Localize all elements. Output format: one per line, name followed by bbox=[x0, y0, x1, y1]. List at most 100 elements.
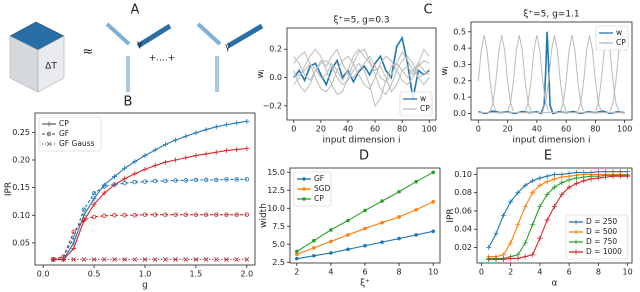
y-tick-label: 0.1 bbox=[453, 93, 466, 102]
marker bbox=[112, 257, 117, 262]
marker bbox=[302, 187, 306, 191]
approx-sign: ≈ bbox=[83, 45, 94, 60]
marker bbox=[61, 257, 66, 262]
y-tick-label: 10.0 bbox=[267, 204, 285, 213]
factor-bar bbox=[136, 23, 172, 49]
marker bbox=[295, 249, 299, 254]
marker bbox=[493, 231, 499, 237]
panel-label: E bbox=[544, 149, 552, 164]
y-axis-title-sub: i bbox=[443, 66, 450, 68]
marker bbox=[224, 212, 229, 217]
marker bbox=[162, 159, 168, 165]
marker bbox=[515, 255, 521, 261]
marker bbox=[132, 159, 138, 165]
x-tick-label: 100 bbox=[422, 125, 437, 134]
marker bbox=[508, 199, 514, 205]
marker bbox=[573, 249, 579, 255]
marker bbox=[312, 246, 316, 250]
marker bbox=[522, 240, 528, 246]
marker bbox=[625, 173, 631, 179]
marker bbox=[162, 142, 168, 148]
y-tick-label: 12.5 bbox=[267, 186, 285, 195]
x-tick-label: 100 bbox=[617, 125, 632, 134]
marker bbox=[183, 178, 188, 183]
marker bbox=[414, 179, 418, 184]
marker bbox=[102, 184, 107, 189]
marker bbox=[193, 130, 199, 136]
marker bbox=[530, 178, 536, 184]
marker bbox=[152, 147, 158, 153]
cube-label: ΔT bbox=[45, 62, 57, 72]
x-tick-label: 0.5 bbox=[88, 270, 101, 279]
marker bbox=[573, 175, 579, 181]
x-tick-label: 40 bbox=[532, 125, 542, 134]
marker bbox=[363, 226, 367, 231]
marker bbox=[142, 212, 148, 217]
marker bbox=[537, 175, 543, 181]
marker bbox=[552, 176, 557, 182]
marker bbox=[91, 257, 97, 262]
marker bbox=[522, 182, 528, 188]
marker bbox=[544, 179, 550, 185]
x-tick-label: 10 bbox=[623, 268, 633, 277]
x-tick-label: 2 bbox=[294, 268, 299, 277]
marker bbox=[203, 257, 209, 262]
panel-label: A bbox=[131, 3, 140, 18]
series-line bbox=[53, 120, 247, 261]
x-tick-label: 40 bbox=[343, 125, 353, 134]
marker bbox=[183, 212, 188, 217]
x-tick-label: 1.0 bbox=[139, 270, 152, 279]
marker bbox=[122, 180, 127, 186]
marker bbox=[537, 182, 543, 188]
legend-label: GF Gauss bbox=[59, 139, 95, 148]
marker bbox=[244, 257, 250, 262]
marker bbox=[122, 176, 128, 182]
marker bbox=[71, 229, 76, 235]
marker bbox=[224, 177, 229, 182]
marker bbox=[573, 219, 579, 225]
marker bbox=[610, 173, 616, 179]
factor-label: γ bbox=[137, 40, 143, 50]
x-tick-label: 0 bbox=[479, 268, 484, 277]
marker bbox=[295, 256, 299, 261]
marker bbox=[142, 179, 148, 184]
y-tick-label: 0.06 bbox=[454, 206, 472, 215]
series-line bbox=[524, 34, 550, 112]
series-line bbox=[293, 48, 430, 96]
marker bbox=[486, 244, 492, 250]
marker bbox=[515, 190, 521, 196]
marker bbox=[302, 177, 306, 181]
marker bbox=[544, 191, 550, 197]
marker bbox=[493, 256, 499, 262]
marker bbox=[132, 179, 138, 185]
marker bbox=[346, 247, 350, 252]
marker bbox=[234, 212, 239, 217]
marker bbox=[213, 149, 219, 155]
marker bbox=[101, 190, 107, 196]
factor-bar bbox=[196, 22, 222, 46]
marker bbox=[91, 201, 97, 207]
y-tick-label: 0.10 bbox=[454, 170, 472, 179]
series-line bbox=[489, 34, 514, 112]
marker bbox=[193, 153, 199, 159]
marker bbox=[530, 222, 536, 228]
marker bbox=[214, 257, 219, 262]
y-tick-label: 0.5 bbox=[453, 27, 466, 36]
legend-box bbox=[399, 91, 433, 117]
legend-label: D = 1000 bbox=[586, 247, 622, 256]
marker bbox=[500, 213, 506, 218]
marker bbox=[152, 163, 158, 169]
marker bbox=[102, 213, 107, 219]
marker bbox=[173, 257, 178, 262]
marker bbox=[91, 214, 97, 220]
cube-right bbox=[37, 35, 65, 93]
marker bbox=[573, 229, 579, 235]
x-tick-label: 6 bbox=[362, 268, 367, 277]
y-tick-label: 5.0 bbox=[272, 240, 285, 249]
marker bbox=[515, 222, 521, 228]
y-axis-title: width bbox=[259, 203, 269, 228]
y-tick-label: 0.05 bbox=[12, 238, 30, 247]
marker bbox=[363, 243, 367, 248]
marker bbox=[244, 145, 250, 151]
marker bbox=[91, 190, 97, 196]
